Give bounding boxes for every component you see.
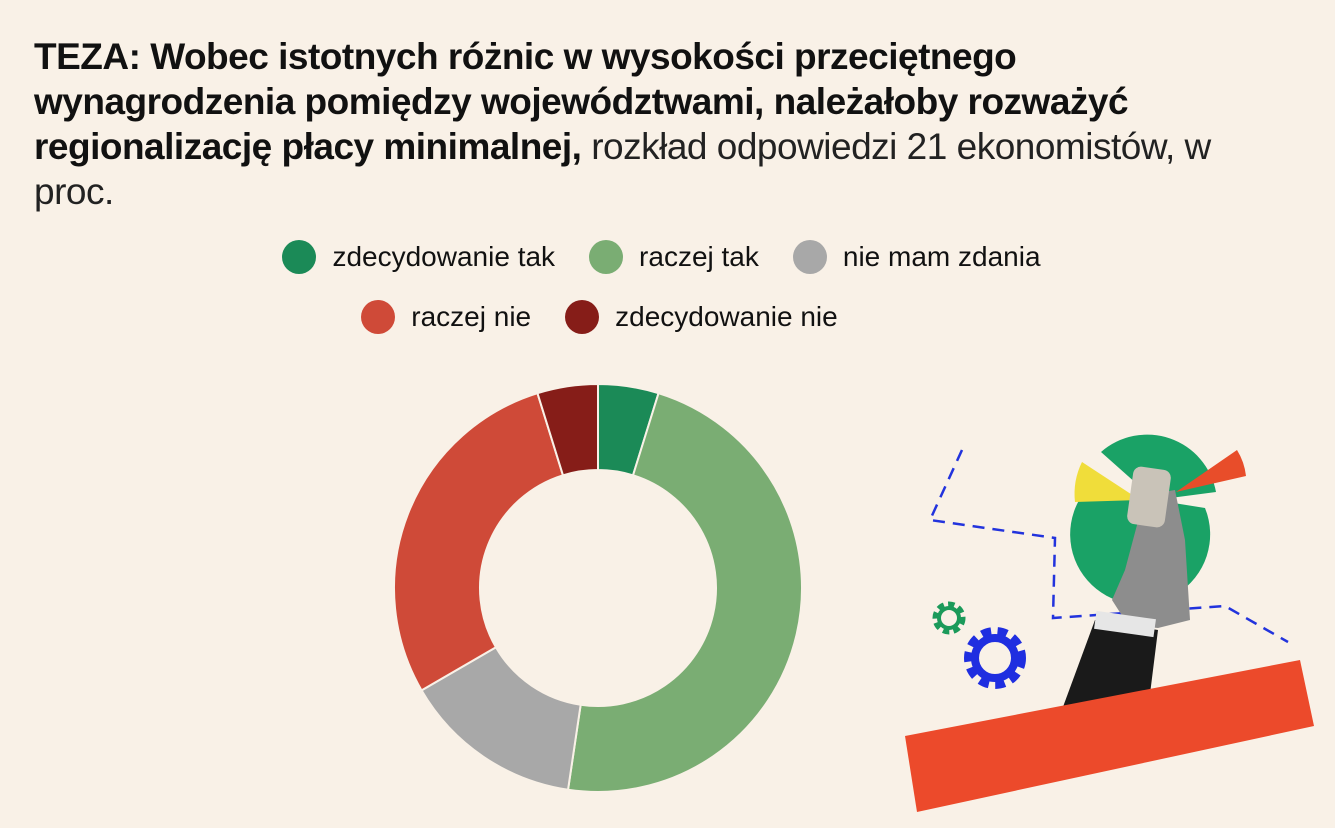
large-gear-icon bbox=[964, 627, 1026, 689]
legend-label: zdecydowanie tak bbox=[332, 241, 556, 272]
legend-item-nie-mam-zdania: nie mam zdania bbox=[792, 240, 1041, 274]
legend-item-zdecydowanie-tak: zdecydowanie tak bbox=[282, 240, 555, 274]
legend-item-raczej-nie: raczej nie bbox=[361, 300, 531, 334]
legend-row-1: zdecydowanie tak raczej tak nie mam zdan… bbox=[0, 240, 1329, 274]
donut-chart bbox=[393, 382, 803, 793]
chart-title: TEZA: Wobec istotnych różnic w wysokości… bbox=[34, 34, 1234, 214]
decorative-illustration bbox=[905, 434, 1314, 812]
red-bar-decoration bbox=[905, 660, 1314, 812]
legend-label: raczej nie bbox=[411, 301, 532, 332]
donut-slice-zdecydowanie-nie bbox=[536, 382, 599, 477]
legend-label: zdecydowanie nie bbox=[615, 301, 838, 332]
chart-title-thesis: TEZA: Wobec istotnych różnic w wysokości… bbox=[34, 36, 1129, 167]
legend-swatch bbox=[282, 240, 317, 274]
legend-label: nie mam zdania bbox=[842, 241, 1041, 272]
legend-swatch bbox=[589, 240, 624, 274]
legend-item-zdecydowanie-nie: zdecydowanie nie bbox=[565, 300, 838, 334]
legend-swatch bbox=[792, 240, 827, 274]
legend-swatch bbox=[565, 300, 600, 334]
hand-holding-money-icon bbox=[1060, 466, 1190, 715]
small-gear-icon bbox=[932, 601, 966, 635]
legend-row-2: raczej nie zdecydowanie nie bbox=[0, 300, 1267, 334]
donut-slice-raczej-nie bbox=[393, 391, 565, 692]
dashed-line-decoration bbox=[928, 449, 1289, 644]
donut-slice-raczej-tak bbox=[566, 391, 803, 793]
legend-label: raczej tak bbox=[639, 241, 759, 272]
legend-item-raczej-tak: raczej tak bbox=[589, 240, 759, 274]
legend-swatch bbox=[361, 300, 396, 334]
chart-title-subtitle: rozkład odpowiedzi 21 ekonomistów, w pro… bbox=[34, 126, 1211, 212]
